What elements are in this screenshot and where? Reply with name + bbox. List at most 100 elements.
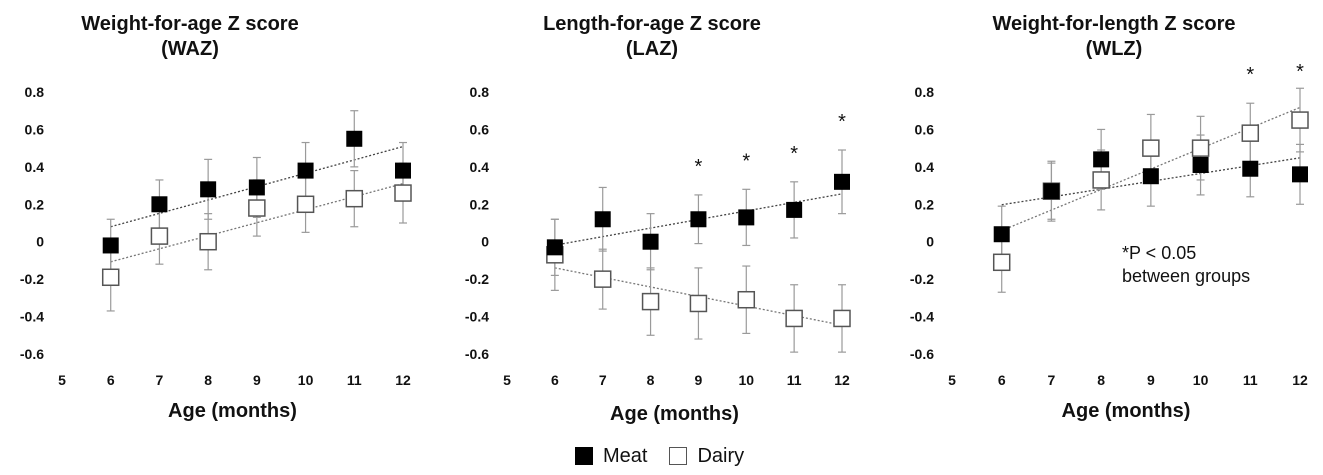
laz-significance-star: * (838, 111, 846, 133)
waz-xtick-label: 5 (58, 372, 66, 388)
note-line2: between groups (1122, 266, 1251, 286)
waz-point-meat (346, 130, 363, 147)
waz-ytick-label: -0.2 (20, 271, 44, 287)
wlz-point-dairy (1191, 139, 1210, 157)
laz-xtick-label: 6 (551, 372, 559, 388)
wlz-ytick-label: 0.2 (915, 196, 935, 212)
wlz-point-meat (1242, 160, 1259, 177)
wlz-xtick-label: 9 (1147, 372, 1155, 388)
wlz-ytick-label: -0.2 (910, 271, 934, 287)
legend-dairy-label: Dairy (697, 444, 745, 467)
laz-xtick-label: 12 (834, 372, 850, 388)
wlz-ytick-label: -0.6 (910, 346, 934, 362)
wlz-point-meat (993, 226, 1010, 243)
waz-xtick-label: 11 (347, 372, 362, 388)
laz-point-dairy (641, 292, 660, 311)
legend-dairy-swatch (669, 447, 688, 465)
wlz-ytick-label: -0.4 (910, 309, 934, 325)
waz-point-meat (297, 162, 314, 179)
laz-point-dairy (593, 270, 612, 288)
legend-meat-swatch (575, 447, 593, 465)
wlz-ytick-label: 0 (926, 234, 934, 250)
wlz-title-line1: Weight-for-length Z score (992, 13, 1236, 35)
note-line1: *P < 0.05 (1122, 243, 1197, 263)
wlz-point-dairy (1142, 139, 1160, 157)
waz-point-meat (248, 179, 265, 196)
laz-point-meat (690, 211, 707, 228)
wlz-point-meat (1192, 156, 1209, 173)
laz-point-dairy (785, 309, 803, 328)
laz-ytick-label: 0.6 (470, 121, 490, 137)
waz-ytick-label: -0.6 (20, 346, 44, 362)
laz-significance-star: * (790, 143, 798, 165)
waz-point-dairy (150, 227, 169, 245)
waz-point-dairy (199, 232, 217, 251)
laz-ytick-label: 0 (481, 234, 489, 250)
wlz-xtick-label: 8 (1097, 372, 1105, 388)
waz-title-line2: (WAZ) (161, 38, 219, 60)
waz-point-meat (151, 196, 168, 213)
wlz-point-meat (1142, 168, 1159, 185)
laz-significance-star: * (742, 150, 750, 172)
waz-point-meat (395, 162, 411, 179)
laz-xtick-label: 8 (647, 372, 655, 388)
laz-point-meat (834, 173, 850, 190)
laz-significance-star: * (695, 156, 703, 178)
wlz-point-dairy (1241, 124, 1260, 142)
laz-xtick-label: 10 (738, 372, 754, 388)
waz-ytick-label: 0.8 (25, 84, 45, 100)
waz-xtick-label: 9 (253, 372, 261, 388)
wlz-point-dairy (1291, 111, 1309, 129)
waz-xtick-label: 10 (298, 372, 314, 388)
wlz-significance-star: * (1296, 61, 1304, 83)
wlz-point-dairy (1092, 171, 1110, 189)
laz-xtick-label: 5 (503, 372, 511, 388)
waz-xtick-label: 8 (204, 372, 212, 388)
waz-ytick-label: 0.2 (25, 196, 45, 212)
laz-point-meat (594, 211, 611, 228)
wlz-ytick-label: 0.8 (915, 84, 935, 100)
legend-meat-label: Meat (603, 444, 648, 467)
wlz-xtick-label: 11 (1243, 372, 1258, 388)
waz-xaxis-label: Age (months) (168, 400, 297, 422)
wlz-xtick-label: 12 (1292, 372, 1308, 388)
waz-point-dairy (394, 184, 412, 202)
waz-point-meat (102, 237, 119, 254)
wlz-point-meat (1093, 151, 1110, 168)
panel-title-laz: Length-for-age Z score (LAZ) (442, 12, 862, 62)
waz-point-dairy (248, 199, 266, 217)
laz-ytick-label: -0.4 (465, 309, 489, 325)
wlz-title-line2: (WLZ) (1085, 38, 1143, 60)
laz-title-line2: (LAZ) (625, 38, 679, 60)
laz-point-dairy (833, 309, 851, 328)
laz-point-meat (546, 239, 563, 256)
laz-ytick-label: 0.4 (470, 159, 490, 175)
wlz-xtick-label: 10 (1193, 372, 1209, 388)
laz-ytick-label: -0.6 (465, 346, 489, 362)
laz-ytick-label: 0.8 (470, 84, 490, 100)
waz-ytick-label: -0.4 (20, 309, 44, 325)
laz-xtick-label: 11 (787, 372, 802, 388)
laz-point-meat (642, 233, 659, 250)
waz-point-meat (200, 181, 217, 198)
wlz-xaxis-label: Age (months) (1062, 400, 1191, 422)
waz-xtick-label: 7 (156, 372, 164, 388)
wlz-point-meat (1043, 183, 1060, 200)
wlz-point-meat (1292, 166, 1308, 183)
wlz-xtick-label: 5 (948, 372, 956, 388)
laz-title-line1: Length-for-age Z score (543, 13, 761, 35)
laz-xtick-label: 7 (599, 372, 607, 388)
laz-point-dairy (737, 290, 756, 309)
waz-point-dairy (345, 189, 364, 208)
laz-ytick-label: -0.2 (465, 271, 489, 287)
waz-point-dairy (296, 195, 315, 214)
waz-title-line1: Weight-for-age Z score (81, 13, 299, 35)
waz-xtick-label: 12 (395, 372, 411, 388)
wlz-ytick-label: 0.6 (915, 121, 935, 137)
panel-title-wlz: Weight-for-length Z score (WLZ) (904, 12, 1323, 62)
wlz-ytick-label: 0.4 (915, 159, 935, 175)
waz-point-dairy (101, 268, 120, 287)
laz-xaxis-label: Age (months) (610, 403, 739, 425)
waz-ytick-label: 0.6 (25, 121, 45, 137)
